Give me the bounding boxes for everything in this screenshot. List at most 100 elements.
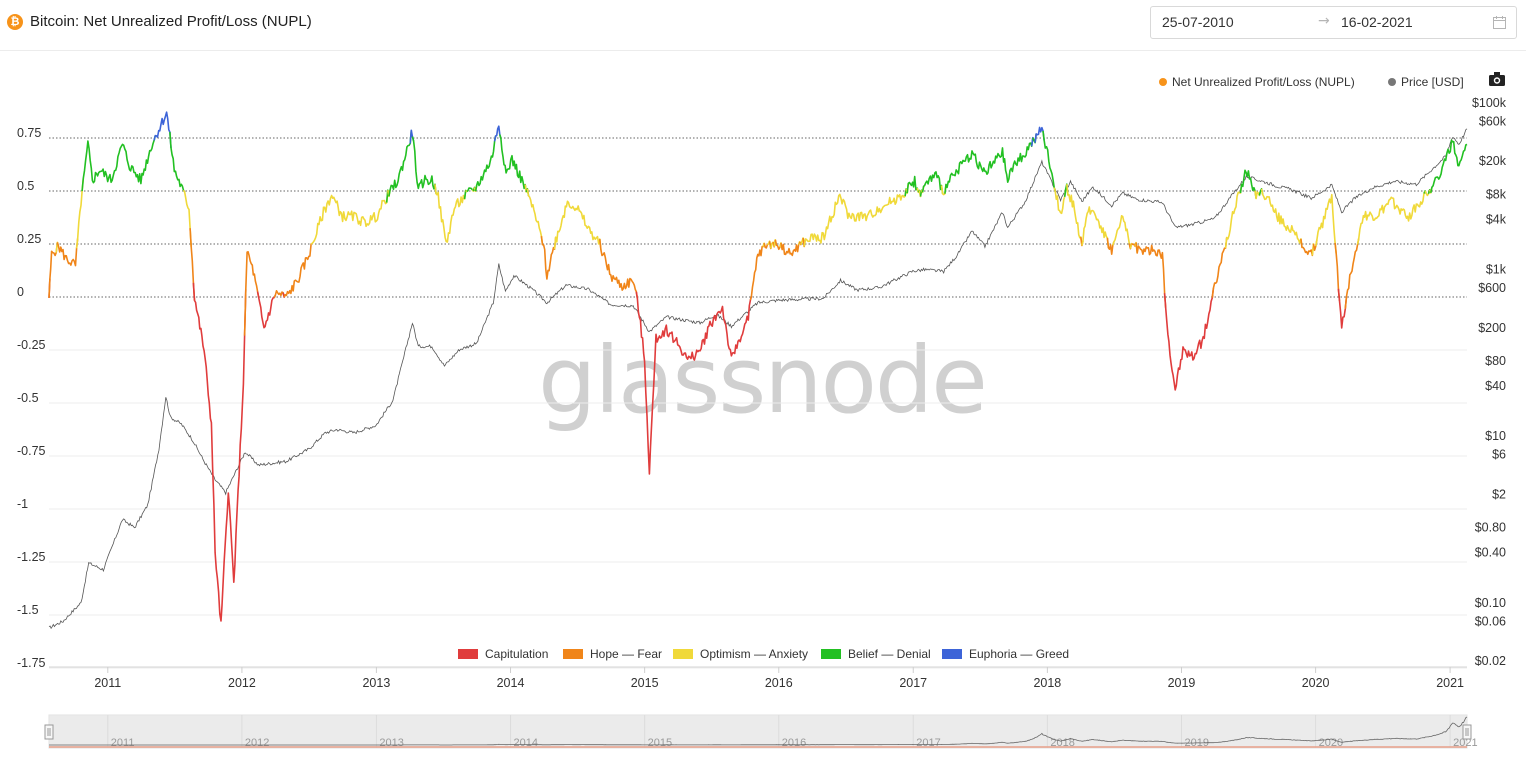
nupl-segment <box>1300 238 1315 257</box>
top-legend[interactable]: Net Unrealized Profit/Loss (NUPL) Price [… <box>1159 75 1464 89</box>
right-tick-label: $40 <box>1485 379 1506 393</box>
left-tick-label: 0 <box>17 285 24 299</box>
navigator-series <box>49 716 1468 746</box>
nupl-segment <box>1163 288 1215 391</box>
right-tick-label: $1k <box>1486 263 1507 277</box>
zone-swatch <box>563 649 583 659</box>
x-axis: 2011 2012 2013 2014 2015 2016 2017 2018 2019 2020… <box>94 667 1464 690</box>
legend-label-nupl: Net Unrealized Profit/Loss (NUPL) <box>1172 75 1355 89</box>
nupl-segment <box>1135 242 1167 309</box>
nupl-segment <box>273 290 285 298</box>
nupl-segment <box>780 241 801 257</box>
right-tick-label: $60k <box>1479 114 1507 128</box>
navigator-tick-label: 2011 <box>111 737 135 749</box>
right-tick-label: $0.40 <box>1475 546 1506 560</box>
right-tick-label: $80 <box>1485 354 1506 368</box>
navigator-tick-label: 2021 <box>1453 737 1477 749</box>
price-series <box>48 128 1468 630</box>
handle-box <box>44 724 54 740</box>
nupl-segment <box>1239 169 1257 199</box>
x-tick-label: 2013 <box>362 676 390 690</box>
date-range-picker[interactable]: 25-07-2010 → 16-02-2021 <box>1150 6 1517 39</box>
price-line <box>48 128 1468 630</box>
nupl-segment <box>153 111 172 148</box>
nupl-segment <box>1106 237 1115 255</box>
navigator-tick-label: 2015 <box>648 737 672 749</box>
x-tick-label: 2021 <box>1436 676 1464 690</box>
nupl-segment <box>1224 184 1243 249</box>
drag-handle-icon[interactable] <box>44 724 54 740</box>
nupl-segment <box>749 242 765 301</box>
nupl-segment <box>81 135 157 192</box>
nupl-segment <box>182 189 192 247</box>
nupl-chart[interactable]: glassnode 0.75 0.5 0.25 0 -0.25 -0.5 -0.75 -1 -1… <box>0 52 1526 772</box>
grid <box>49 137 1467 669</box>
zone-label: Belief — Denial <box>848 647 931 661</box>
nupl-segment <box>1081 206 1110 248</box>
right-tick-label: $0.06 <box>1475 614 1506 628</box>
drag-handle-icon[interactable] <box>1462 724 1472 740</box>
navigator-tick-label: 2016 <box>782 737 806 749</box>
x-tick-label: 2011 <box>94 676 121 690</box>
date-to-field[interactable]: 16-02-2021 <box>1341 14 1413 30</box>
x-tick-label: 2014 <box>497 676 525 690</box>
nupl-segment <box>540 235 557 280</box>
navigator[interactable]: 2011 2012 2013 2014 2015 2016 2017 2018 2019 2020… <box>44 714 1478 749</box>
page-title: Bitcoin: Net Unrealized Profit/Loss (NUP… <box>30 13 312 30</box>
right-tick-label: $20k <box>1479 154 1507 168</box>
left-tick-label: -0.5 <box>17 391 39 405</box>
date-from-field[interactable]: 25-07-2010 <box>1162 14 1234 30</box>
nupl-segment <box>599 239 639 299</box>
calendar-icon[interactable] <box>1493 16 1506 29</box>
zone-label: Euphoria — Greed <box>969 647 1069 661</box>
right-tick-label: $0.80 <box>1475 521 1506 535</box>
nupl-segment <box>283 242 313 298</box>
nupl-segment <box>493 125 502 142</box>
nupl-segment <box>1066 184 1083 246</box>
nupl-segment <box>310 190 389 245</box>
navigator-tick-label: 2017 <box>916 737 940 749</box>
left-y-axis: 0.75 0.5 0.25 0 -0.25 -0.5 -0.75 -1 -1.25 -1.5 -1.… <box>17 126 46 670</box>
right-tick-label: $2 <box>1492 487 1506 501</box>
left-tick-label: 0.5 <box>17 179 34 193</box>
right-tick-label: $4k <box>1486 212 1507 226</box>
nupl-segment <box>474 135 497 192</box>
zone-swatch <box>458 649 478 659</box>
right-tick-label: $0.10 <box>1475 596 1506 610</box>
left-tick-label: -1.25 <box>17 550 46 564</box>
right-tick-label: $10 <box>1485 429 1506 443</box>
left-tick-label: -1.5 <box>17 603 39 617</box>
left-tick-label: -1.75 <box>17 656 46 670</box>
nupl-segment <box>1337 288 1348 329</box>
navigator-tick-label: 2014 <box>514 737 538 749</box>
right-tick-label: $8k <box>1486 187 1507 201</box>
nupl-segment <box>1315 193 1337 254</box>
nupl-segment <box>921 171 944 194</box>
zone-label: Capitulation <box>485 647 548 661</box>
x-tick-label: 2012 <box>228 676 256 690</box>
x-tick-label: 2018 <box>1033 676 1061 690</box>
zone-label: Hope — Fear <box>590 647 662 661</box>
left-tick-label: 0.25 <box>17 232 41 246</box>
nupl-segment <box>803 188 907 247</box>
nupl-segment <box>1053 187 1067 215</box>
nupl-segment <box>944 137 1034 194</box>
left-tick-label: -1 <box>17 497 28 511</box>
camera-icon[interactable] <box>1489 72 1505 86</box>
nupl-segment <box>1344 238 1360 309</box>
nupl-segment <box>906 175 920 194</box>
right-tick-label: $0.02 <box>1475 654 1506 668</box>
x-tick-label: 2017 <box>899 676 927 690</box>
zone-legend: Capitulation Hope — Fear Optimism — Anxiet… <box>458 647 1069 661</box>
x-tick-label: 2016 <box>765 676 793 690</box>
navigator-selection <box>49 715 1467 748</box>
x-tick-label: 2020 <box>1302 676 1330 690</box>
nupl-segment <box>256 291 277 329</box>
nupl-segment <box>48 242 59 298</box>
right-tick-label: $100k <box>1472 96 1507 110</box>
right-tick-label: $600 <box>1478 281 1506 295</box>
bitcoin-icon: ₿ <box>7 14 23 30</box>
legend-marker-price <box>1388 78 1396 86</box>
arrow-right-icon: → <box>1318 13 1330 29</box>
nupl-segment <box>1211 237 1228 298</box>
